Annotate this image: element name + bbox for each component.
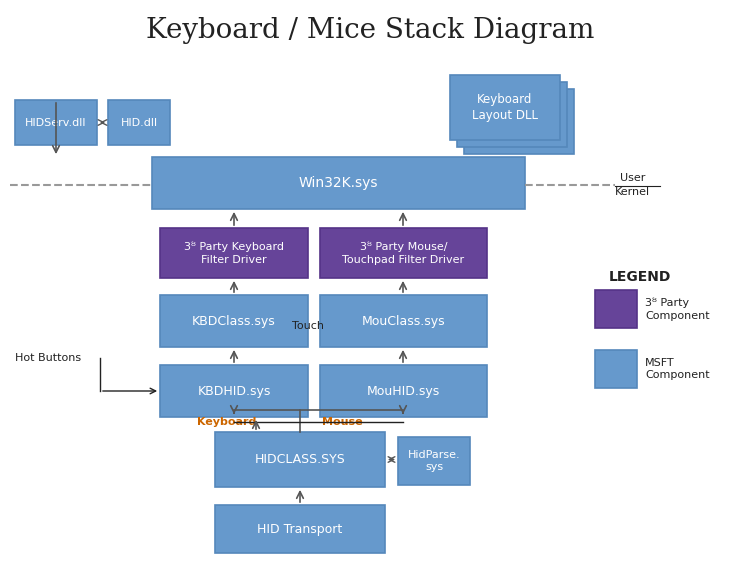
Text: HIDServ.dll: HIDServ.dll xyxy=(25,117,87,127)
FancyBboxPatch shape xyxy=(398,437,470,485)
Text: 3ᴽ Party Mouse/
Touchpad Filter Driver: 3ᴽ Party Mouse/ Touchpad Filter Driver xyxy=(342,241,465,265)
Text: KBDClass.sys: KBDClass.sys xyxy=(192,315,276,328)
Text: Kernel: Kernel xyxy=(615,187,650,197)
Text: 3ᴽ Party Keyboard
Filter Driver: 3ᴽ Party Keyboard Filter Driver xyxy=(184,241,284,265)
Text: LEGEND: LEGEND xyxy=(609,270,671,284)
Text: Hot Buttons: Hot Buttons xyxy=(15,353,81,363)
FancyBboxPatch shape xyxy=(320,295,487,347)
FancyBboxPatch shape xyxy=(160,295,308,347)
Text: MouHID.sys: MouHID.sys xyxy=(367,384,440,398)
Text: HID.dll: HID.dll xyxy=(121,117,158,127)
Text: HIDCLASS.SYS: HIDCLASS.SYS xyxy=(255,453,345,466)
Text: HidParse.
sys: HidParse. sys xyxy=(408,450,460,472)
Text: HID Transport: HID Transport xyxy=(257,522,342,536)
FancyBboxPatch shape xyxy=(464,89,574,154)
FancyBboxPatch shape xyxy=(457,82,567,147)
FancyBboxPatch shape xyxy=(215,505,385,553)
Text: Win32K.sys: Win32K.sys xyxy=(299,176,378,190)
FancyBboxPatch shape xyxy=(15,100,97,145)
FancyBboxPatch shape xyxy=(215,432,385,487)
Text: User: User xyxy=(620,173,645,183)
Text: Keyboard / Mice Stack Diagram: Keyboard / Mice Stack Diagram xyxy=(146,16,595,44)
Text: Keyboard
Layout DLL: Keyboard Layout DLL xyxy=(472,93,538,122)
FancyBboxPatch shape xyxy=(320,228,487,278)
FancyBboxPatch shape xyxy=(450,75,560,140)
Text: MouClass.sys: MouClass.sys xyxy=(362,315,445,328)
Text: Keyboard: Keyboard xyxy=(196,417,256,427)
FancyBboxPatch shape xyxy=(152,157,525,209)
FancyBboxPatch shape xyxy=(320,365,487,417)
Text: Touch: Touch xyxy=(292,321,324,331)
FancyBboxPatch shape xyxy=(108,100,170,145)
FancyBboxPatch shape xyxy=(595,350,637,388)
FancyBboxPatch shape xyxy=(160,228,308,278)
Text: KBDHID.sys: KBDHID.sys xyxy=(197,384,270,398)
Text: 3ᴽ Party
Component: 3ᴽ Party Component xyxy=(645,297,710,320)
FancyBboxPatch shape xyxy=(160,365,308,417)
FancyBboxPatch shape xyxy=(595,290,637,328)
Text: MSFT
Component: MSFT Component xyxy=(645,358,710,380)
Text: Mouse: Mouse xyxy=(322,417,362,427)
